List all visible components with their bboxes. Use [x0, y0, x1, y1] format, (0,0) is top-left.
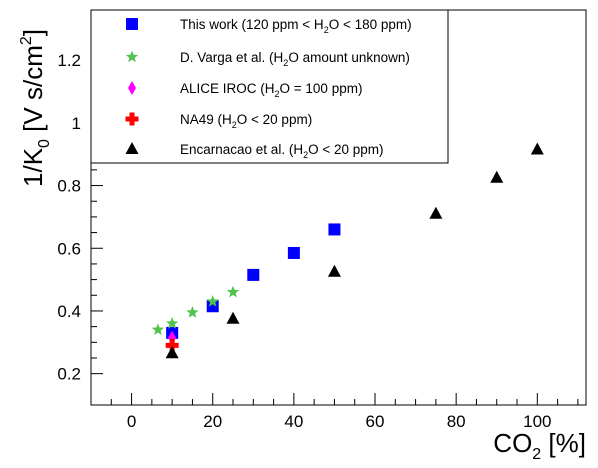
- data-point-star: [186, 306, 199, 318]
- y-tick-label: 0.4: [57, 302, 81, 321]
- x-axis-ticks: 0 20 40 60 80 100: [90, 393, 579, 431]
- y-tick-label: 0.6: [57, 239, 81, 258]
- y-label-sup: 2: [18, 36, 35, 45]
- data-point-square: [328, 223, 341, 236]
- legend-label: NA49 (H2O < 20 ppm): [180, 112, 312, 130]
- y-label-mid: [V s/cm: [18, 45, 48, 139]
- y-label-sub: 0: [36, 139, 53, 148]
- x-tick-label: 80: [447, 412, 466, 431]
- legend-marker-star: [125, 50, 139, 63]
- y-label-post: ]: [18, 29, 48, 36]
- y-axis-label: 1/K0 [V s/cm2]: [18, 29, 53, 187]
- data-point-star: [165, 316, 179, 329]
- y-tick-label: 1.2: [57, 51, 81, 70]
- legend-box: [90, 9, 449, 164]
- data-point-star: [206, 295, 219, 307]
- x-label-unit: [%]: [541, 428, 586, 458]
- legend-label: This work (120 ppm < H2O < 180 ppm): [180, 17, 412, 35]
- data-point-triangle: [226, 311, 240, 324]
- data-point-square: [206, 300, 219, 313]
- y-label-pre: 1/K: [18, 147, 48, 187]
- y-tick-label: 0.8: [57, 177, 81, 196]
- y-tick-label: 1: [72, 114, 81, 133]
- data-point-triangle: [490, 170, 504, 183]
- x-axis-label: CO2 [%]: [493, 428, 586, 463]
- legend-label: ALICE IROC (H2O = 100 ppm): [180, 81, 362, 99]
- data-point-triangle: [327, 264, 341, 277]
- legend-marker-square: [126, 18, 138, 30]
- x-tick-label: 20: [203, 412, 222, 431]
- data-point-star: [226, 285, 240, 298]
- legend: This work (120 ppm < H2O < 180 ppm) D. Va…: [90, 9, 449, 164]
- data-point-triangle: [429, 206, 443, 219]
- x-tick-label: 0: [127, 412, 136, 431]
- legend-marker-cross: [125, 112, 139, 126]
- data-point-triangle: [530, 142, 544, 155]
- data-point-cross: [165, 338, 179, 352]
- legend-marker-triangle: [125, 142, 139, 154]
- x-label-sub: 2: [532, 446, 541, 463]
- data-point-star: [151, 323, 165, 336]
- legend-marker-diamond: [128, 81, 136, 95]
- data-point-square: [287, 246, 300, 259]
- y-axis-ticks: 0.2 0.4 0.6 0.8 1 1.2: [57, 28, 103, 384]
- x-tick-label: 40: [284, 412, 303, 431]
- x-tick-label: 60: [366, 412, 385, 431]
- x-label-base: CO: [493, 428, 532, 458]
- data-point-triangle: [165, 346, 179, 359]
- legend-label: D. Varga et al. (H2O amount unknown): [180, 50, 410, 68]
- data-points: [151, 142, 544, 359]
- legend-label: Encarnacao et al. (H2O < 20 ppm): [180, 142, 384, 160]
- x-tick-label: 100: [523, 412, 551, 431]
- y-tick-label: 0.2: [57, 365, 81, 384]
- data-point-square: [247, 268, 260, 281]
